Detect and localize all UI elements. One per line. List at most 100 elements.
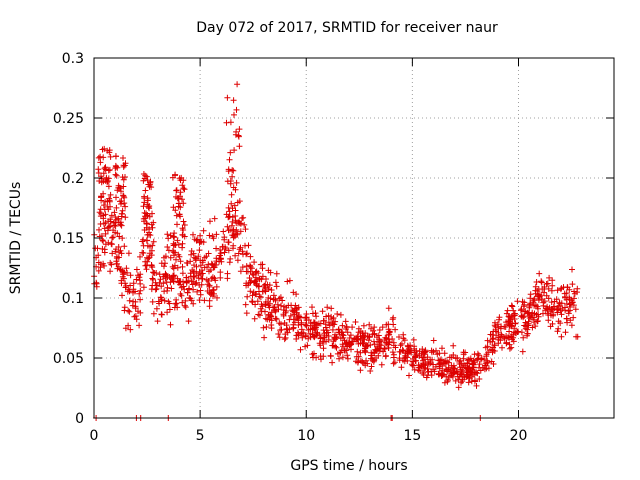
data-point bbox=[173, 212, 180, 219]
data-point bbox=[276, 334, 283, 341]
data-point bbox=[171, 304, 178, 311]
data-point bbox=[511, 325, 518, 332]
data-point bbox=[193, 279, 200, 286]
data-point bbox=[126, 288, 133, 295]
data-point bbox=[256, 293, 263, 300]
data-point bbox=[425, 368, 432, 375]
data-point bbox=[254, 298, 261, 305]
data-point bbox=[206, 303, 213, 310]
data-point bbox=[319, 308, 326, 315]
data-point bbox=[167, 321, 174, 328]
data-point bbox=[98, 197, 105, 204]
data-point bbox=[364, 333, 371, 340]
data-point bbox=[385, 344, 392, 351]
data-point bbox=[268, 325, 275, 332]
data-point bbox=[174, 221, 180, 228]
data-point bbox=[190, 231, 196, 238]
data-point bbox=[454, 354, 461, 361]
data-point bbox=[265, 267, 272, 274]
data-point bbox=[182, 297, 189, 304]
data-point bbox=[568, 322, 575, 329]
data-point bbox=[569, 299, 576, 306]
data-point bbox=[439, 345, 445, 352]
data-point bbox=[172, 249, 179, 256]
data-point bbox=[411, 366, 418, 373]
data-point bbox=[242, 301, 249, 308]
data-point bbox=[113, 172, 120, 179]
data-point bbox=[303, 322, 310, 329]
data-point bbox=[550, 312, 556, 319]
data-point bbox=[400, 331, 407, 338]
data-point bbox=[230, 245, 236, 252]
data-point bbox=[221, 236, 228, 243]
data-point bbox=[251, 315, 258, 322]
data-point bbox=[135, 308, 141, 315]
data-point bbox=[368, 325, 374, 332]
data-point bbox=[541, 289, 547, 296]
data-point bbox=[232, 131, 239, 138]
data-point bbox=[195, 253, 202, 260]
data-point bbox=[243, 310, 250, 317]
data-point bbox=[199, 270, 206, 277]
data-point bbox=[314, 330, 321, 337]
data-point bbox=[160, 280, 167, 287]
data-point bbox=[182, 304, 189, 311]
data-point bbox=[112, 229, 119, 236]
data-point bbox=[289, 307, 296, 314]
data-point bbox=[495, 340, 502, 347]
data-point bbox=[217, 250, 224, 257]
data-point bbox=[322, 324, 329, 331]
data-point bbox=[472, 377, 478, 384]
data-point bbox=[416, 352, 423, 359]
data-point bbox=[555, 318, 562, 325]
data-point bbox=[518, 306, 525, 313]
data-point bbox=[460, 351, 467, 358]
data-point bbox=[538, 278, 545, 285]
data-point bbox=[546, 274, 553, 281]
data-point bbox=[108, 212, 115, 219]
data-point bbox=[220, 228, 227, 235]
data-point bbox=[190, 300, 197, 307]
data-point bbox=[219, 243, 226, 250]
data-point bbox=[400, 357, 406, 364]
data-point bbox=[453, 368, 460, 375]
data-point bbox=[354, 336, 361, 343]
data-point bbox=[297, 346, 304, 353]
data-point bbox=[95, 166, 102, 173]
data-point bbox=[298, 319, 305, 326]
data-point bbox=[498, 331, 505, 338]
data-point bbox=[369, 331, 376, 338]
data-point bbox=[232, 252, 239, 259]
data-point bbox=[532, 283, 539, 290]
data-point bbox=[399, 347, 406, 353]
data-point bbox=[354, 348, 361, 355]
data-point bbox=[415, 362, 422, 369]
data-point bbox=[320, 345, 327, 352]
data-point bbox=[249, 298, 255, 305]
data-point bbox=[484, 359, 491, 366]
data-point bbox=[227, 180, 234, 187]
data-point bbox=[282, 334, 289, 341]
data-point bbox=[192, 280, 199, 287]
data-point bbox=[208, 290, 214, 297]
data-point bbox=[233, 106, 240, 113]
data-point bbox=[303, 311, 310, 317]
data-point bbox=[570, 314, 577, 321]
data-point bbox=[299, 334, 306, 341]
data-point bbox=[544, 310, 551, 317]
data-point bbox=[95, 267, 102, 274]
data-point bbox=[174, 275, 181, 282]
data-point bbox=[112, 248, 119, 255]
data-point bbox=[476, 376, 483, 382]
data-point bbox=[277, 294, 284, 301]
data-point bbox=[295, 304, 302, 311]
data-point bbox=[245, 242, 252, 249]
data-point bbox=[255, 270, 262, 277]
data-point bbox=[107, 223, 114, 229]
data-point bbox=[536, 270, 543, 277]
data-point bbox=[249, 270, 256, 277]
data-point bbox=[186, 294, 193, 301]
data-point bbox=[234, 199, 241, 206]
data-point bbox=[112, 153, 119, 160]
data-point bbox=[194, 288, 201, 295]
